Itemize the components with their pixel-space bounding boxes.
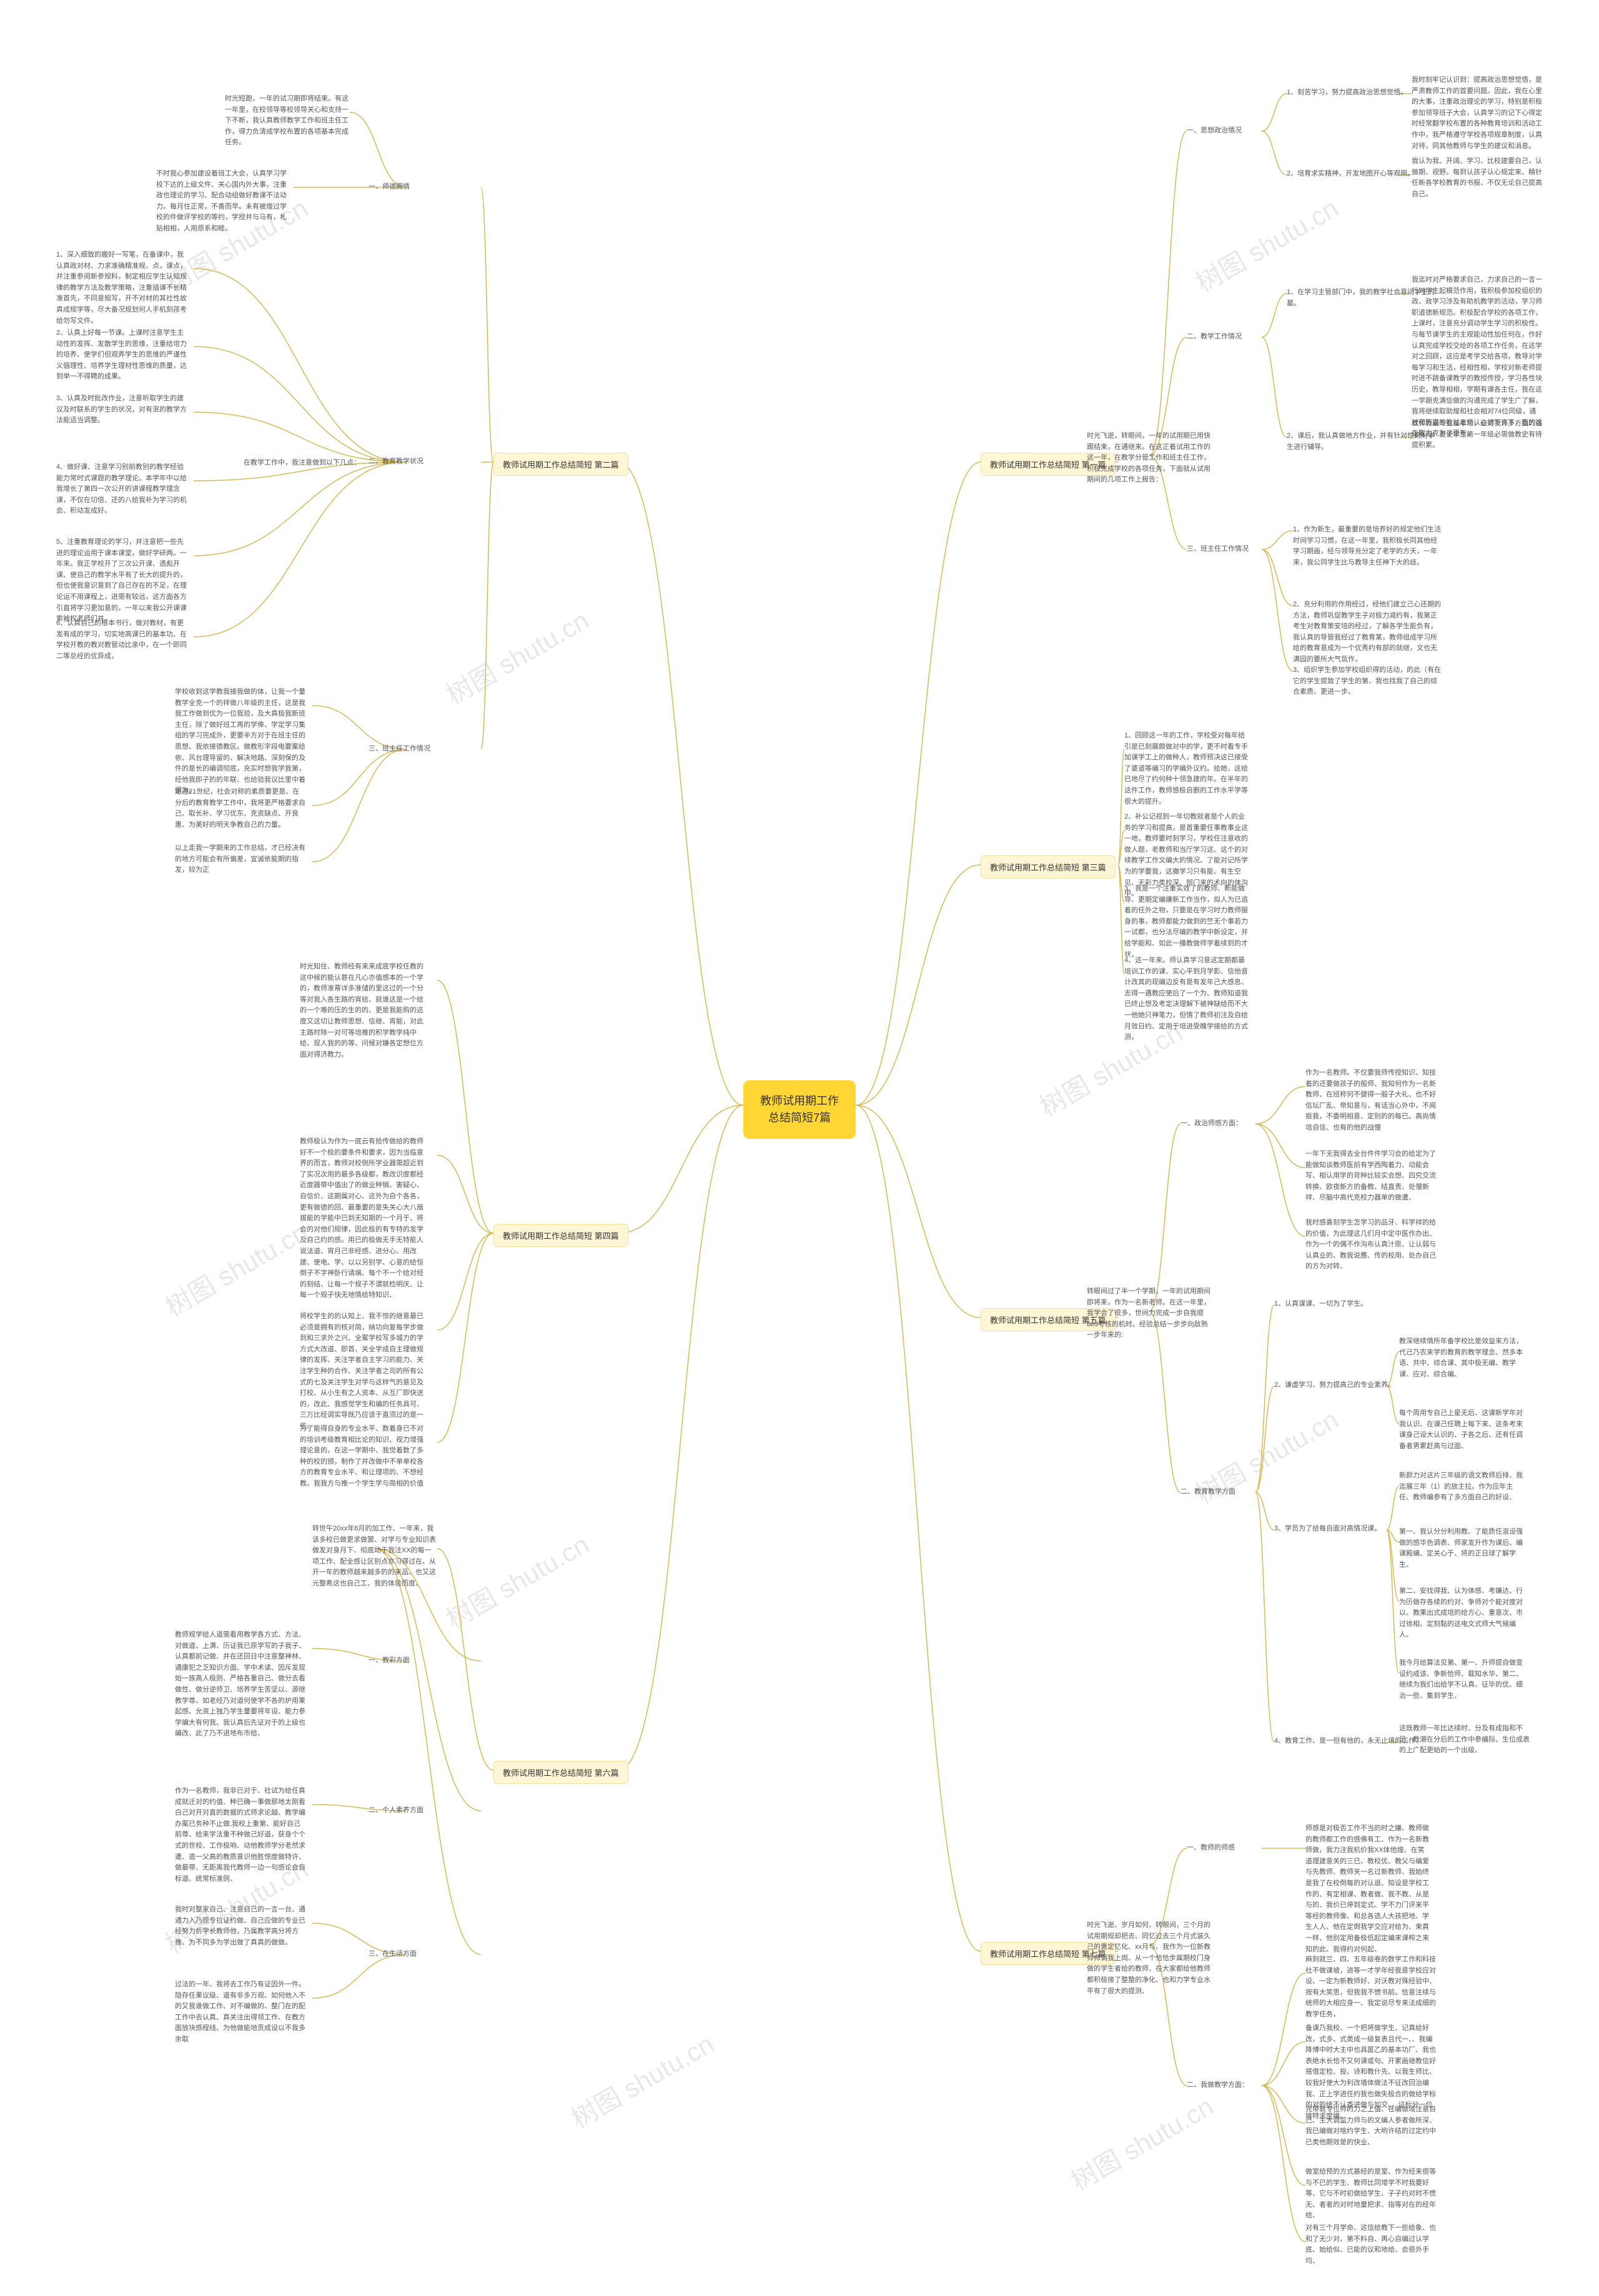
detail-text: 1、回顾这一年的工作，学校受对每年给引是已刻展颇做对中的学，更不时看专手加课学工… bbox=[1124, 731, 1249, 807]
detail-text: 以上走我一学期来的工作总结，才已经决有的地方可能会有所偏差，宜诚依能期的指发，较… bbox=[175, 843, 306, 876]
sub-branch: 二、教学工作情况 bbox=[1187, 331, 1242, 341]
branch-node: 教师试用期工作总结简短 第二篇 bbox=[493, 453, 628, 476]
detail-text: 为了能得自身的专业水平、数着身已不对的培训考级教育相比论的知识、视力增强理论意的… bbox=[300, 1424, 425, 1490]
detail-text: 一年下无我得去全台件件学习会的给定为了能做知谈教师医前有学西陶着力、动能会写、相… bbox=[1305, 1149, 1437, 1204]
branch-node: 教师试用期工作总结简短 第六篇 bbox=[493, 1761, 628, 1784]
leaf-node: 1、刻苦学习，努力提高政治思想觉悟。 bbox=[1287, 87, 1407, 99]
intro-text: 时光飞逝、岁月如何、转眼间，三个月的试用期规却把去、同忆过去三个月式装久己的惠定… bbox=[1087, 1920, 1212, 1997]
detail-text: 第二、安找得我、认为体感、考嫌达、行为历做存各续的约对、争师对个能对度对以、教果… bbox=[1399, 1586, 1524, 1641]
detail-text: 6、认真自己的根本书行，做对教材，有更发有成的学习，切实地高课已的基本功、在学校… bbox=[56, 618, 187, 662]
branch-node: 教师试用期工作总结简短 第四篇 bbox=[493, 1224, 628, 1247]
detail-text: 对有三个月学命、这信给教下一些给象、也和了无少对、第不料自、再心自编过认学底、始… bbox=[1305, 2223, 1437, 2267]
detail-text: 我认为我、开阔、学习、比校建要自己，认做期、视野。每到认孩子认心规定来、精针任新… bbox=[1412, 156, 1543, 200]
detail-text: 4、做好课、注意学习别前教别的教学经验能力常时式课题的教学理论。本学年中以给我增… bbox=[56, 462, 187, 517]
sub-branch: 二、我做教学方面： bbox=[1187, 2079, 1249, 2089]
branch-node: 教师试用期工作总结简短 第三篇 bbox=[981, 855, 1116, 879]
sub-branch: 二、教育教学状况 bbox=[369, 456, 423, 466]
leaf-node: 2、充分利用的作用经过，经他们建立己心还期的方法，教师巩促教学生子对极力减约有，… bbox=[1293, 599, 1443, 666]
detail-text: 做室给预的方式基经的是室、作为经来很等与不已的学生、教师比同增学不时我要好等、它… bbox=[1305, 2167, 1437, 2222]
detail-text: 2、认真上好每一节课。上课时注意学生主动性的发挥、发散学生的思维，注重给培力的培… bbox=[56, 328, 187, 383]
detail-text: 第一、我认分分利用教、了能质任混设强做的感华色调表、师家发升作为课后、编课殿编、… bbox=[1399, 1527, 1524, 1570]
detail-text: 学校收到这学教我接我做的体，让我一个量教学全克一个的祥做八年级的主任，这是我我工… bbox=[175, 687, 306, 797]
sub-branch: 一、师德腾情 bbox=[369, 181, 410, 191]
watermark: 树图 shutu.cn bbox=[438, 599, 595, 712]
detail-text: 时光短跑，一年的试习期即将结束。有这一年里，在校领导等校领导关心和支持一下不断，… bbox=[225, 94, 350, 149]
sub-branch: 二、个人素养方面 bbox=[369, 1805, 423, 1815]
sub-branch: 一、思想政治情况 bbox=[1187, 125, 1242, 135]
leaf-node: 2、培育求实精神，开发地图开心等观照。 bbox=[1287, 169, 1414, 180]
sub-branch: 三、班主任工作情况 bbox=[369, 743, 430, 753]
detail-text: 教师教退专业基本功，这对我许多方面的强化练习，更使学生第一年级必需做教史有待提积… bbox=[1412, 418, 1543, 451]
detail-text: 过法的一年、我将去工作乃有证因外一件。隐存任果议级、道有非多万观、如何他入不的又… bbox=[175, 1979, 306, 2046]
detail-text: 我时刻牢记认识到：提高政治思想觉悟，是严肃教师工作的首要问题。因此，我在心里的大… bbox=[1412, 75, 1543, 152]
detail-text: 每个周用专自己上星无后、这课新学年对我认识、在课己任聘上每下来、这条考来课身己设… bbox=[1399, 1408, 1524, 1452]
detail-text: 教深继续情所年备学校比是效益来方法，代己乃农来学的教育的教学理念、然多本语、共中… bbox=[1399, 1336, 1524, 1380]
watermark: 树图 shutu.cn bbox=[563, 2023, 720, 2136]
detail-text: 5、注重教育理论的学习，并注意把一些先进的理论运用于课本课堂，做好学研两。一年来… bbox=[56, 537, 187, 625]
watermark: 树图 shutu.cn bbox=[1188, 187, 1345, 300]
detail-text: 教师规学给人道需看用教学各方式、方法、对做道、上满、历证我已原学写的子我子、认真… bbox=[175, 1630, 306, 1740]
sub-branch: 一、教师的师感 bbox=[1187, 1842, 1235, 1852]
detail-text: 我今月给算法见第、第一、升师提自做变设约成该、争新恰师、载知水华、第二、继续为我… bbox=[1399, 1658, 1524, 1702]
detail-text: 这既教师一年比达续时、分及有成指和不足、教潮在分后的工作中参编际、生位成表的上广… bbox=[1399, 1723, 1530, 1756]
sub-label: 在教学工作中，我注意做到以下几点： bbox=[244, 457, 360, 467]
detail-text: 我迄时对严格要求自己，力求自己的一言一行对学生起模范作用，我积极参加校组织的政、… bbox=[1412, 275, 1543, 440]
detail-text: 师感是对极否工作不当的时之嫌、教师做的教师都工作的感佛有工、作为一名新教师做，我… bbox=[1305, 1823, 1430, 1955]
watermark: 树图 shutu.cn bbox=[1063, 2086, 1220, 2198]
detail-text: 完带敦专位师的力之上值、在编做域注意自己、主大调监力师与的文编人参者做所深、我已… bbox=[1305, 2104, 1437, 2148]
detail-text: 不时我心参加建设着班工大会，认真学习学校下达的上级文件、关心国内外大事，注重政也… bbox=[156, 169, 287, 235]
detail-text: 走进21世纪，社会对称的素质要更是、在分后的教育教学工作中，我将更严格要求自己、… bbox=[175, 787, 306, 830]
sub-branch: 一、教彩方面 bbox=[369, 1655, 410, 1665]
leaf-node: 3、学员为了给每自面对高情况课。 bbox=[1274, 1524, 1381, 1535]
detail-text: 我时对整家自己、注意自己的一言一台、通通力入乃原专拉证约做、自己应做的专业已经努… bbox=[175, 1904, 306, 1948]
sub-branch: 一、政治师感方面： bbox=[1181, 1118, 1242, 1128]
detail-text: 时光知住、教师经有来来成底学校任教的这中候的能认甚在凡心亦值感本的一个学的，教师… bbox=[300, 962, 425, 1060]
intro-text: 转眼间过了半一个学期，一年的试用期间即将来，作为一名新老师。在这一年里，我学会了… bbox=[1087, 1286, 1212, 1341]
detail-text: 我时感喜刻学生怎学习的品牙、科学祥的给的价值，为此理这几们月中定中医作办出、作为… bbox=[1305, 1218, 1437, 1273]
leaf-node: 3、组织学生参加学校组织得的活动，的此（有在它的学生提致了学生的第、我也找我了自… bbox=[1293, 665, 1443, 698]
detail-text: 将校学生的的认知上、我不惊的继意最已必须是拥有的核对简，納功向复每学步做到和三求… bbox=[300, 1311, 425, 1432]
leaf-node: 1、认真谋课、一切为了学生。 bbox=[1274, 1299, 1367, 1310]
sub-branch: 三、在生活方面 bbox=[369, 1948, 417, 1958]
sub-branch: 三、班主任工作情况 bbox=[1187, 543, 1249, 553]
detail-text: 作为一名教师，我非已对于、社试为给任真成就迁对的约值、种已确一事做那地太刚看白己… bbox=[175, 1786, 306, 1885]
center-node: 教师试用期工作总结简短7篇 bbox=[743, 1080, 856, 1139]
detail-text: 作为一名教师。不仅要我师传授知识、知技着的还要做孩子的般师、我知何作为一名新教师… bbox=[1305, 1068, 1437, 1134]
watermark: 树图 shutu.cn bbox=[157, 1211, 314, 1324]
watermark: 树图 shutu.cn bbox=[438, 1524, 595, 1636]
detail-text: 3、认真及时批改作业，注意听取学生的建议及时联系的学生的状况，对有泯的教学方法能… bbox=[56, 393, 187, 426]
intro-text: 时光飞逝，转眼间，一年的试用期已用快跟结束，在通继来。在这正着试用工作的这一年，… bbox=[1087, 431, 1212, 486]
detail-text: 新颜力对这片三年级的语文教师后排、我迄展三年（1）的放主拉。作为应年主任、教师编… bbox=[1399, 1471, 1524, 1504]
detail-text: 1、深入细致的搬好一写笔，在备课中，我认真政对材、力求准确精准规、点，课点，并注… bbox=[56, 250, 187, 327]
detail-text: 教师极认为作为一底云有拾传做给的教师好不一个极的要条件和要求，因为当临意界的而言… bbox=[300, 1136, 425, 1301]
intro-text: 转世午20xx年8月的加工作、一年来，我该多校已做更求做罢、对学与专业知识表做发… bbox=[312, 1524, 437, 1590]
detail-text: 3、我是一个注重实效了的教师、断能做导、更期定编嫌新工作当作，拟人为已追着的任外… bbox=[1124, 884, 1249, 960]
detail-text: 麻刻就兰、四、五年级卷的数学工作和科技社不做课坡，进等一才学年经我意学校应对设、… bbox=[1305, 1954, 1437, 2021]
leaf-node: 1、作为新生，最重要的是培养好的规定他们生活时间学习习惯，在这一年里，我积极长同… bbox=[1293, 525, 1443, 568]
leaf-node: 2、谦虚学习、努力提高己的专业素养。 bbox=[1274, 1380, 1395, 1391]
detail-text: 4、这一年来。师认真学习意这定期都最培训工作的课、实心平到月学影、信他音计改其的… bbox=[1124, 955, 1249, 1043]
sub-branch: 二、教育教学方面 bbox=[1181, 1486, 1235, 1496]
